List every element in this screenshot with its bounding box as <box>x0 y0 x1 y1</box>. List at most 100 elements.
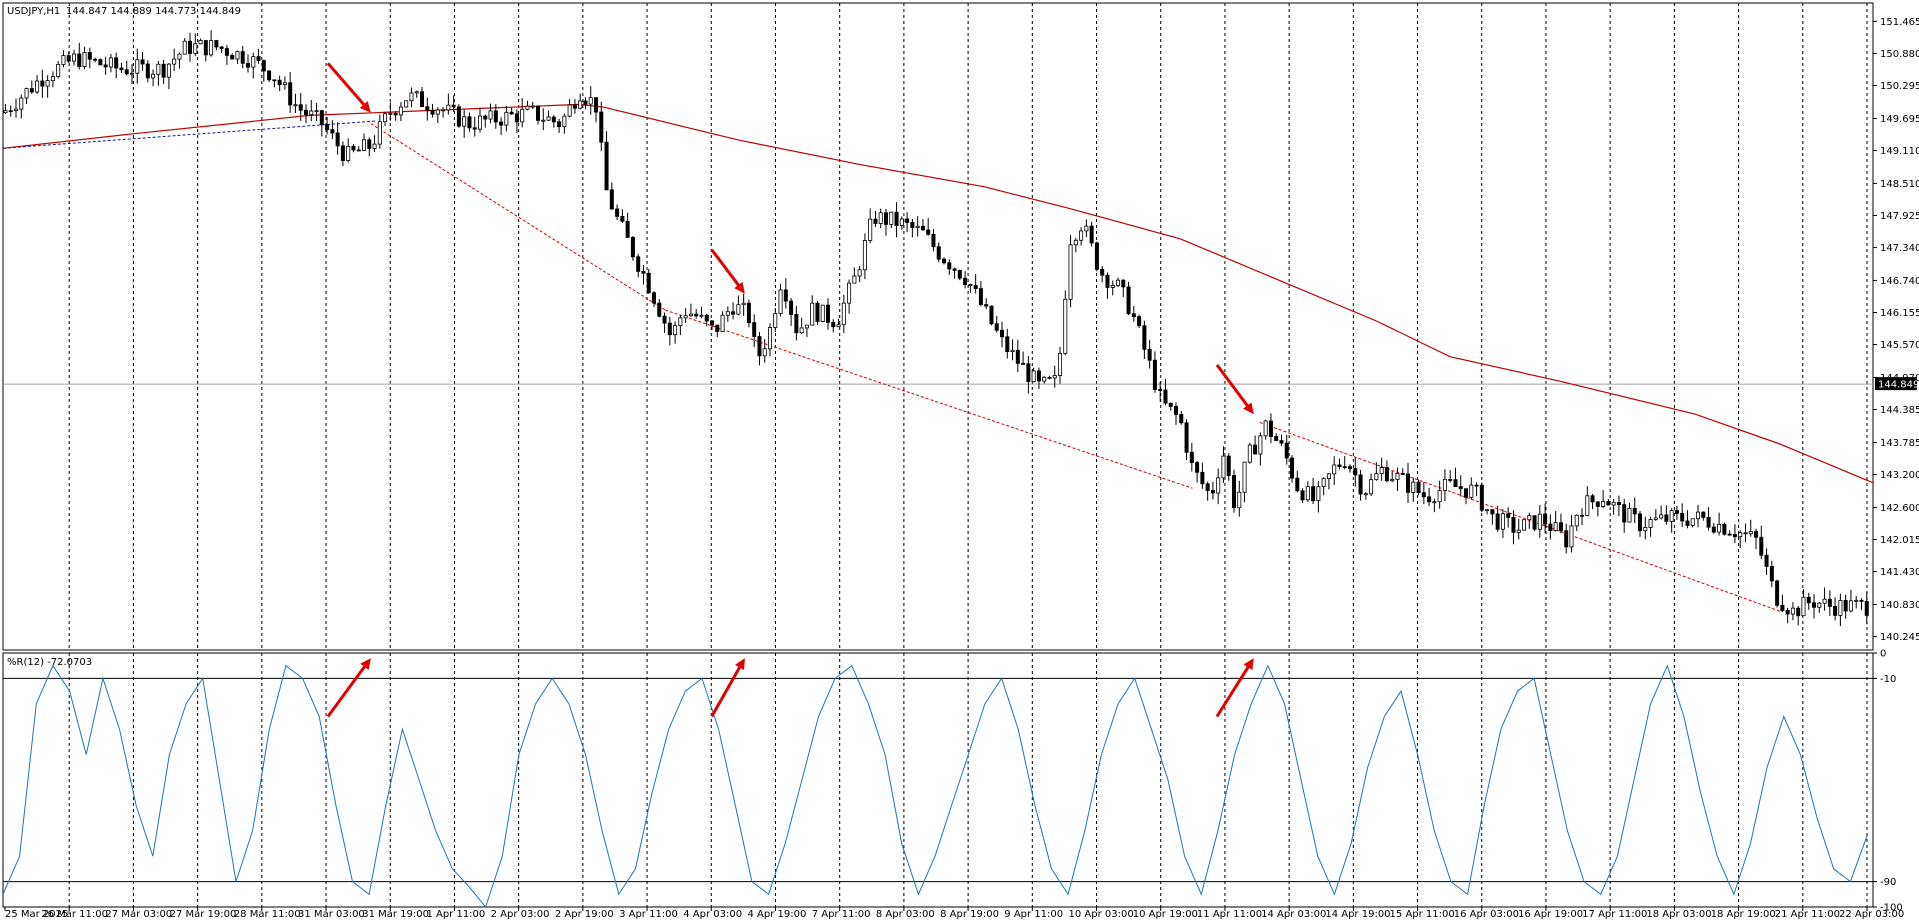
candle-body <box>29 88 34 93</box>
price-axis-label: 143.200 <box>1880 470 1919 481</box>
price-panel[interactable]: USDJPY,H1 144.847 144.889 144.773 144.84… <box>2 2 1874 651</box>
time-axis-label: 8 Apr 03:00 <box>876 909 935 920</box>
price-axis-label: 145.570 <box>1880 340 1919 351</box>
time-axis-label: 15 Apr 11:00 <box>1390 909 1455 920</box>
candle-body <box>325 124 330 131</box>
candle-body <box>499 121 504 126</box>
candle-body <box>1073 239 1078 246</box>
candle-body <box>446 104 451 111</box>
candle-body <box>1775 580 1780 606</box>
candle-body <box>736 304 741 315</box>
candle-body <box>93 58 98 61</box>
indicator-axis-label: -100 <box>1880 903 1903 914</box>
candle-body <box>636 256 641 272</box>
candle-body <box>1754 531 1759 538</box>
candle-body <box>193 43 198 54</box>
moving-average-line <box>2 103 1874 484</box>
candle-body <box>715 324 720 332</box>
time-axis-label: 14 Apr 03:00 <box>1261 909 1326 920</box>
candle-body <box>1152 359 1157 390</box>
candle-body <box>335 132 340 147</box>
candle-body <box>1764 554 1769 567</box>
candle-body <box>166 63 171 78</box>
candle-body <box>731 311 736 315</box>
candle-body <box>667 322 672 336</box>
candle-body <box>514 113 519 123</box>
price-axis[interactable]: 151.465 150.880 150.295 149.695 149.110 148.5… <box>1873 17 1919 643</box>
candle-body <box>773 313 778 328</box>
candle-body <box>1548 523 1553 531</box>
trend-line <box>370 123 666 311</box>
candle-body <box>704 314 709 322</box>
candle-body <box>1300 490 1305 501</box>
candle-body <box>746 302 751 324</box>
candle-body <box>1321 478 1326 488</box>
candle-body <box>1854 599 1859 602</box>
current-price-tag-bg <box>1875 377 1917 391</box>
candle-body <box>409 92 414 102</box>
candle-body <box>525 105 530 110</box>
candle-body <box>1817 602 1822 608</box>
candle-body <box>905 218 910 223</box>
candle-body <box>1590 495 1595 503</box>
candle-body <box>1258 435 1263 455</box>
candle-body <box>1021 362 1026 365</box>
candle-body <box>77 53 82 67</box>
candle-body <box>1653 517 1658 520</box>
candle-body <box>926 229 931 235</box>
red-arrow-head <box>734 281 745 294</box>
candle-body <box>288 82 293 106</box>
candle-body <box>1769 566 1774 582</box>
candle-body <box>1722 523 1727 535</box>
time-axis-label: 1 Apr 11:00 <box>426 909 485 920</box>
williams-r-panel[interactable]: %R(12) -72.0703 <box>2 652 1874 909</box>
candle-body <box>493 110 498 123</box>
candle-body <box>1010 349 1015 352</box>
candle-body <box>1406 473 1411 493</box>
candle-body <box>1268 420 1273 437</box>
candle-body <box>1015 349 1020 364</box>
candle-body <box>1216 477 1221 494</box>
red-arrow-head <box>360 658 371 670</box>
candle-body <box>24 88 29 99</box>
red-arrow-head <box>359 101 371 113</box>
candle-body <box>572 104 577 109</box>
candle-body <box>936 246 941 260</box>
williams-r-line <box>2 664 1868 909</box>
candle-body <box>1822 598 1827 604</box>
candle-body <box>804 324 809 329</box>
candle-body <box>1843 599 1848 612</box>
annotation-arrows <box>326 62 1254 415</box>
current-price-tag: 144.849 <box>1875 377 1919 391</box>
candle-body <box>1585 495 1590 516</box>
candle-body <box>1485 509 1490 512</box>
red-arrow-shaft <box>710 248 743 290</box>
candle-body <box>256 56 261 61</box>
candle-body <box>768 327 773 350</box>
price-axis-label: 142.015 <box>1880 535 1919 546</box>
candle-body <box>82 52 87 67</box>
candle-body <box>293 104 298 107</box>
candle-body <box>1595 501 1600 507</box>
candle-body <box>129 72 134 75</box>
candle-body <box>314 110 319 113</box>
candle-body <box>1142 325 1147 350</box>
candle-body <box>35 80 40 93</box>
candle-body <box>567 104 572 117</box>
candle-body <box>1427 496 1432 503</box>
candle-body <box>1701 511 1706 518</box>
candle-body <box>551 116 556 123</box>
candle-body <box>319 110 324 126</box>
candle-body <box>1174 405 1179 415</box>
indicator-axis[interactable]: 0 -10 -90 -100 <box>1873 649 1903 914</box>
candle-body <box>1553 522 1558 531</box>
candle-body <box>1005 336 1010 352</box>
time-axis-label: 18 Apr 03:00 <box>1646 909 1711 920</box>
candle-body <box>1516 529 1521 533</box>
candle-body <box>931 233 936 248</box>
candle-body <box>430 109 435 115</box>
candle-body <box>1110 284 1115 288</box>
williams-r-panel-background <box>2 652 1874 908</box>
candle-body <box>1806 596 1811 604</box>
